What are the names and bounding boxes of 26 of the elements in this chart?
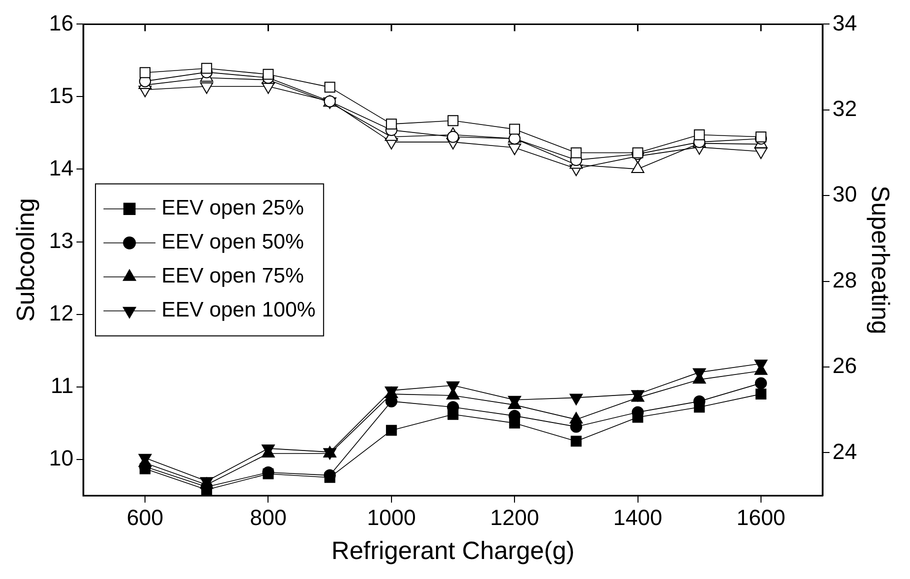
y2-axis-title: Superheating: [866, 186, 894, 334]
x-tick-label: 1400: [613, 504, 662, 530]
x-axis-title: Refrigerant Charge(g): [331, 536, 575, 565]
legend-label: EEV open 25%: [161, 196, 304, 220]
y-axis-title: Subcooling: [12, 198, 40, 322]
legend-label: EEV open 75%: [161, 264, 304, 288]
y-tick-label: 11: [50, 372, 74, 398]
y2-tick-label: 24: [832, 438, 858, 464]
y2-tick-label: 28: [832, 267, 858, 292]
y-tick-label: 13: [48, 228, 74, 253]
y-tick-label: 14: [48, 155, 74, 180]
x-tick-label: 600: [126, 504, 164, 530]
y2-tick-label: 26: [832, 353, 858, 378]
x-tick-label: 800: [250, 504, 287, 530]
x-tick-label: 1600: [736, 504, 786, 530]
y-tick-label: 10: [48, 445, 74, 470]
y-tick-label: 16: [48, 10, 74, 36]
legend-label: EEV open 100%: [161, 298, 316, 322]
x-tick-label: 1000: [366, 504, 416, 530]
y-tick-label: 15: [48, 82, 74, 108]
y2-tick-label: 34: [832, 10, 858, 36]
y2-tick-label: 32: [832, 96, 858, 121]
y2-tick-label: 30: [832, 182, 858, 207]
y-tick-label: 12: [48, 300, 74, 326]
x-tick-label: 1200: [490, 504, 540, 530]
legend-label: EEV open 50%: [161, 230, 304, 254]
